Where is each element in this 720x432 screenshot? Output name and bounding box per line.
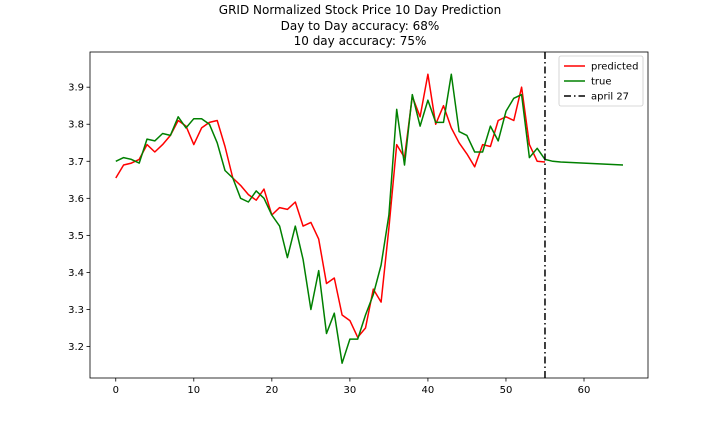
x-tick-label: 50: [500, 385, 513, 396]
x-tick-label: 40: [422, 385, 435, 396]
legend-label: true: [591, 77, 612, 88]
chart-subtitle-day-accuracy: Day to Day accuracy: 68%: [280, 18, 440, 33]
y-tick-label: 3.4: [68, 268, 84, 279]
legend-box: [558, 55, 644, 107]
y-tick-label: 3.5: [68, 231, 84, 242]
plot-frame: [89, 51, 649, 379]
y-tick-label: 3.8: [68, 120, 84, 131]
series-line-predicted: [115, 73, 546, 339]
y-tick-label: 3.6: [68, 194, 84, 205]
y-tick-label: 3.9: [68, 83, 84, 94]
y-tick-label: 3.2: [68, 342, 84, 353]
x-tick-label: 60: [578, 385, 591, 396]
x-tick-label: 20: [265, 385, 278, 396]
x-tick-label: 10: [187, 385, 200, 396]
legend-label: april 27: [591, 92, 629, 103]
y-tick-label: 3.7: [68, 157, 84, 168]
x-tick-label: 30: [344, 385, 357, 396]
y-tick-label: 3.3: [68, 305, 84, 316]
x-tick-label: 0: [113, 385, 119, 396]
chart-titles: GRID Normalized Stock Price 10 Day Predi…: [0, 3, 720, 50]
chart-title: GRID Normalized Stock Price 10 Day Predi…: [218, 3, 502, 17]
chart-subtitle-10day-accuracy: 10 day accuracy: 75%: [293, 34, 427, 48]
series-line-true: [115, 73, 624, 364]
legend-label: predicted: [591, 62, 638, 73]
